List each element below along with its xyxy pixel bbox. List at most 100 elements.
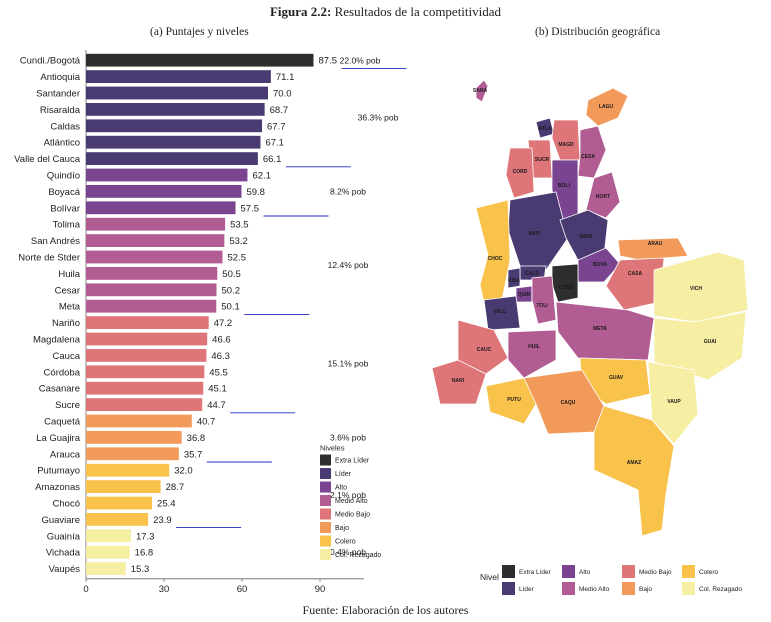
map-region [431, 359, 487, 405]
map-region-label: CUND [559, 285, 574, 291]
map-region [647, 361, 699, 445]
value-label: 50.2 [222, 285, 241, 296]
bar [86, 185, 242, 198]
value-label: 23.9 [153, 515, 172, 526]
map-region-label: RISA [508, 278, 520, 284]
map-region-label: CASA [628, 271, 643, 277]
colombia-map: SANA LAGU ATLA MAGD CESA SUCR BOLI CORD NORT ANTI… [431, 79, 749, 595]
category-label: Magdalena [33, 335, 81, 346]
value-label: 15.3 [131, 564, 150, 575]
map-region-label: NORT [596, 194, 610, 200]
map-legend-label: Líder [519, 586, 535, 593]
value-label: 16.8 [135, 548, 154, 559]
map-region [551, 263, 579, 303]
panel-a-title: (a) Puntajes y niveles [150, 26, 249, 38]
value-label: 45.1 [208, 384, 227, 395]
value-label: 25.4 [157, 499, 176, 510]
map-region [483, 295, 521, 331]
category-label: Cundi./Bogotá [20, 56, 81, 67]
category-label: Huila [58, 269, 80, 280]
bar [86, 201, 236, 215]
value-label: 68.7 [270, 105, 289, 116]
legend-label: Medio Bajo [335, 512, 370, 519]
map-region-label: HUIL [528, 344, 540, 350]
map-region-label: SANT [579, 234, 593, 240]
population-share-label: 12.4% pob [328, 260, 369, 270]
map-region-label: META [593, 326, 607, 332]
map-region [593, 405, 675, 537]
value-label: 52.5 [228, 253, 247, 264]
category-label: Norte de Stder [18, 253, 80, 264]
bar [86, 398, 203, 411]
map-region-label: MAGD [558, 142, 574, 148]
legend-swatch [320, 549, 331, 561]
map-region-label: CAQU [561, 400, 576, 406]
population-share-label: 2.1% pob [330, 490, 366, 500]
category-label: La Guajira [36, 433, 81, 444]
map-legend-swatch [562, 565, 575, 578]
value-label: 67.1 [265, 138, 284, 149]
legend-label: Colero [335, 539, 356, 546]
map-region-label: SANA [473, 88, 488, 94]
population-share-label: 15.1% pob [328, 359, 369, 369]
bar [86, 299, 217, 313]
value-label: 62.1 [252, 171, 271, 182]
map-legend-swatch [622, 582, 635, 595]
legend-title: Niveles [320, 444, 345, 453]
category-label: Tolima [53, 220, 81, 231]
map-region-label: AMAZ [627, 460, 641, 466]
map-region [457, 319, 509, 375]
figure-source: Fuente: Elaboración de los autores [302, 603, 469, 617]
map-region-label: QUIN [518, 292, 531, 298]
map-legend-swatch [562, 582, 575, 595]
value-label: 50.1 [221, 302, 240, 313]
category-label: Valle del Cauca [14, 154, 81, 165]
map-legend-label: Col. Rezagado [699, 586, 742, 593]
category-label: Atlántico [44, 138, 80, 149]
x-tick-label: 30 [159, 584, 170, 595]
bar [86, 381, 204, 395]
map-region-label: CHOC [488, 256, 503, 262]
category-label: Cesar [55, 285, 80, 296]
map-region [531, 275, 557, 325]
map-legend-label: Medio Alto [579, 586, 610, 593]
legend-swatch [320, 468, 331, 480]
population-share-label: 36.3% pob [358, 113, 399, 123]
value-label: 50.5 [222, 269, 241, 280]
category-label: Sucre [55, 400, 80, 411]
value-label: 45.5 [209, 367, 228, 378]
legend-swatch [320, 535, 331, 547]
x-tick-label: 0 [83, 584, 88, 595]
bar [86, 119, 263, 133]
population-share-label: 3.6% pob [330, 432, 366, 442]
bar [86, 414, 192, 428]
map-region-label: GUAV [609, 375, 624, 381]
bar [86, 545, 130, 559]
bar [86, 496, 153, 510]
bar [86, 332, 208, 346]
map-legend-swatch [622, 565, 635, 578]
map-legend-swatch [682, 582, 695, 595]
category-label: Cauca [53, 351, 81, 362]
value-label: 40.7 [197, 417, 216, 428]
value-label: 53.2 [229, 236, 248, 247]
bar [86, 53, 314, 67]
map-legend-label: Extra Líder [519, 569, 552, 576]
map-region [507, 329, 557, 379]
bar [86, 168, 248, 182]
bar-chart: Cundi./Bogotá 87.5 Antioquia 71.1 Santander 7… [14, 50, 407, 595]
figure-title: Figura 2.2: Resultados de la competitivi… [0, 4, 771, 20]
map-region [577, 125, 607, 179]
legend-label: Col. Rezagado [335, 552, 381, 559]
value-label: 57.5 [241, 203, 260, 214]
value-label: 35.7 [184, 449, 203, 460]
legend-swatch [320, 495, 331, 507]
map-legend-label: Medio Bajo [639, 569, 672, 576]
map-region [585, 87, 629, 127]
category-label: Boyacá [48, 187, 80, 198]
category-label: Risaralda [40, 105, 81, 116]
bar [86, 513, 149, 526]
category-label: Guainía [47, 531, 81, 542]
legend-label: Alto [335, 485, 347, 492]
map-region [653, 251, 749, 323]
